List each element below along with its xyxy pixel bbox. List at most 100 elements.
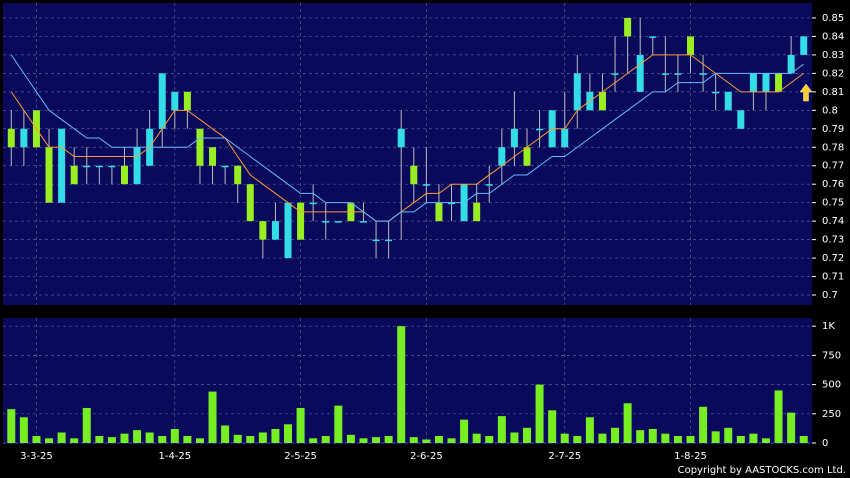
candle-body (334, 221, 342, 223)
candle-body (133, 147, 141, 185)
candle-body (737, 110, 745, 129)
volume-bar (158, 435, 167, 443)
volume-bar (799, 435, 808, 443)
volume-bar (510, 432, 519, 443)
candle-body (762, 73, 770, 92)
volume-bar (384, 435, 393, 443)
y-tick-label: 0.78 (822, 142, 844, 153)
candle-body (724, 91, 732, 111)
y-tick-label: 0.75 (822, 198, 844, 209)
volume-bar (32, 435, 41, 443)
candle-body (573, 73, 581, 111)
candle-body (372, 239, 380, 242)
volume-bar (422, 439, 431, 443)
candle-body (410, 165, 418, 185)
volume-bar (397, 326, 406, 443)
candle-body (221, 165, 229, 168)
candle-body (536, 128, 544, 131)
candle-body (158, 73, 166, 129)
candle-body (359, 221, 367, 223)
candle-body (422, 184, 430, 186)
candle-body (271, 221, 279, 240)
x-tick-label: 2-6-25 (410, 451, 443, 462)
candle-body (699, 73, 707, 75)
candle-body (7, 128, 15, 148)
y-tick-label: 0 (822, 438, 828, 449)
candle-body (246, 184, 254, 222)
volume-bar (447, 438, 456, 443)
y-tick-label: 0.71 (822, 272, 844, 283)
volume-bar (7, 409, 16, 443)
candle-body (523, 147, 531, 166)
candle-body (322, 221, 330, 223)
moving-average-line (10, 54, 805, 222)
volume-bar (699, 406, 708, 443)
volume-bar (522, 427, 531, 443)
candle-body (775, 73, 783, 92)
volume-bar (107, 437, 116, 443)
volume-bar (497, 416, 506, 443)
candle-body (498, 147, 506, 166)
volume-bar (183, 435, 192, 443)
volume-bar (120, 433, 129, 443)
volume-bar (648, 428, 657, 443)
y-tick-label: 1K (822, 321, 835, 332)
y-tick-label: 0.77 (822, 161, 844, 172)
volume-bar (19, 417, 28, 443)
candle-body (95, 165, 103, 168)
candle-body (787, 54, 795, 74)
volume-bar (271, 428, 280, 443)
candle-body (58, 128, 66, 203)
copyright: Copyright by AASTOCKS.com Ltd. (678, 465, 846, 476)
volume-panel (3, 318, 812, 444)
candle-body (749, 73, 757, 92)
volume-bar (45, 438, 54, 443)
candle-body (611, 73, 619, 75)
candle-body (674, 73, 682, 75)
volume-bar (661, 433, 670, 443)
volume-bar (736, 435, 745, 443)
candle-body (448, 202, 456, 205)
volume-bar (321, 435, 330, 443)
candle-body (108, 165, 116, 168)
y-tick-label: 0.8 (822, 105, 838, 116)
candle-body (649, 36, 657, 38)
candle-body (661, 73, 669, 75)
volume-bar (57, 432, 66, 443)
candle-body (83, 165, 91, 168)
candle-body (385, 239, 393, 242)
x-tick-label: 1-8-25 (674, 451, 707, 462)
candle-body (485, 184, 493, 186)
volume-bar (573, 435, 582, 443)
candle-body (636, 54, 644, 92)
y-tick-label: 0.72 (822, 253, 844, 264)
candle-body (687, 36, 695, 55)
volume-bar (359, 438, 368, 443)
candle-body (183, 91, 191, 111)
volume-bar (623, 403, 632, 443)
y-tick-label: 0.84 (822, 31, 844, 42)
candle-body (561, 128, 569, 148)
candle-body (259, 221, 267, 240)
y-tick-label: 0.85 (822, 13, 844, 24)
candle-body (234, 165, 242, 185)
candle-body (196, 128, 204, 166)
arrow-icon (799, 83, 813, 102)
volume-bar (611, 427, 620, 443)
volume-bar (133, 430, 142, 443)
candle-body (712, 91, 720, 94)
volume-bar (535, 384, 544, 443)
volume-bar (787, 412, 796, 443)
volume-bar (749, 433, 758, 443)
volume-bar (774, 390, 783, 443)
x-tick-label: 3-3-25 (20, 451, 53, 462)
candle-body (598, 91, 606, 111)
volume-bar (82, 407, 91, 443)
volume-bar (145, 432, 154, 443)
candle-body (70, 165, 78, 185)
volume-bar (673, 435, 682, 443)
candle-body (284, 202, 292, 259)
volume-bar (636, 430, 645, 443)
volume-bar (686, 435, 695, 443)
volume-bar (246, 435, 255, 443)
